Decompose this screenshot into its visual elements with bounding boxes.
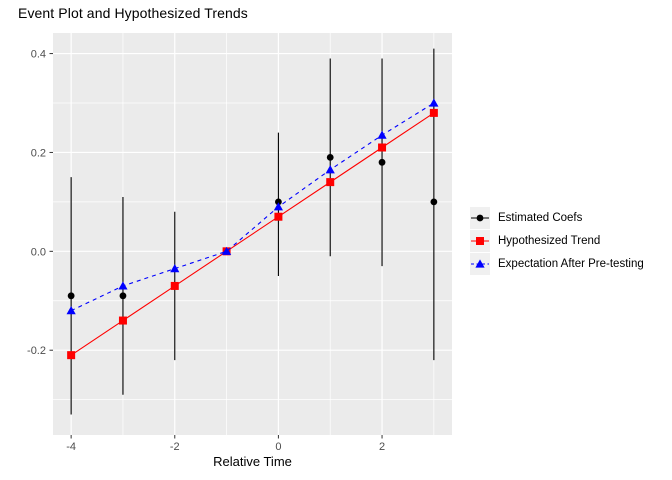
- triangle-point: [429, 98, 439, 107]
- square-point: [170, 281, 179, 290]
- legend: Estimated Coefs Hypothesized Trend Expec…: [470, 207, 644, 276]
- x-axis-label: Relative Time: [213, 454, 292, 469]
- y-axis-tick-labels: 0.4 0.2 0.0 -0.2: [27, 49, 46, 358]
- triangle-point: [170, 264, 180, 273]
- square-point: [67, 351, 76, 360]
- triangle-point: [377, 130, 387, 139]
- estimated-coef-point: [275, 198, 282, 206]
- y-tick-label: 0.4: [31, 49, 46, 61]
- y-tick-label: 0.2: [31, 147, 46, 159]
- legend-key-expectation-after-pretesting: [470, 253, 490, 275]
- estimated-coef-point: [119, 292, 127, 300]
- legend-label-estimated-coefs: Estimated Coefs: [498, 212, 583, 224]
- legend-label-hypothesized-trend: Hypothesized Trend: [498, 235, 601, 247]
- triangle-key-mark: [475, 259, 485, 268]
- trend-line: [70, 102, 435, 312]
- legend-item-expectation-after-pretesting: Expectation After Pre-testing: [470, 253, 644, 275]
- x-tick-label: -2: [170, 441, 180, 453]
- x-tick-label: 0: [275, 441, 281, 453]
- axis-ticks: [49, 53, 383, 439]
- x-axis-tick-labels: -4 -2 0 2: [66, 441, 385, 453]
- legend-key-hypothesized-trend: [470, 230, 490, 252]
- y-tick-label: 0.0: [31, 246, 46, 258]
- series-expectation-after-pre-testing: [66, 98, 439, 315]
- x-tick-label: 2: [379, 441, 385, 453]
- triangle-dashed-line-icon: [471, 259, 489, 268]
- estimated-coef-point: [378, 158, 386, 166]
- triangle-point: [221, 246, 232, 255]
- circle-key-mark: [476, 214, 484, 222]
- legend-item-estimated-coefs: Estimated Coefs: [470, 207, 644, 229]
- chart-title: Event Plot and Hypothesized Trends: [18, 5, 248, 21]
- square-point: [378, 143, 387, 152]
- legend-label-expectation-after-pretesting: Expectation After Pre-testing: [498, 258, 644, 270]
- y-tick-label: -0.2: [27, 345, 46, 357]
- square-point: [326, 178, 335, 187]
- square-key-mark: [476, 237, 484, 245]
- square-line-icon: [471, 237, 489, 245]
- trend-line: [70, 112, 435, 356]
- square-point: [274, 212, 283, 221]
- estimated-coef-point: [67, 292, 75, 300]
- triangle-point: [325, 165, 335, 174]
- legend-key-estimated-coefs: [470, 207, 490, 229]
- triangle-point: [66, 306, 76, 315]
- square-point: [118, 316, 127, 325]
- triangle-point: [273, 202, 284, 211]
- estimated-coef-point: [326, 153, 334, 161]
- legend-item-hypothesized-trend: Hypothesized Trend: [470, 230, 644, 252]
- square-point: [429, 108, 438, 117]
- point-errorbar-icon: [471, 214, 489, 222]
- x-tick-label: -4: [66, 441, 76, 453]
- triangle-point: [118, 281, 128, 290]
- estimated-coef-point: [430, 198, 438, 206]
